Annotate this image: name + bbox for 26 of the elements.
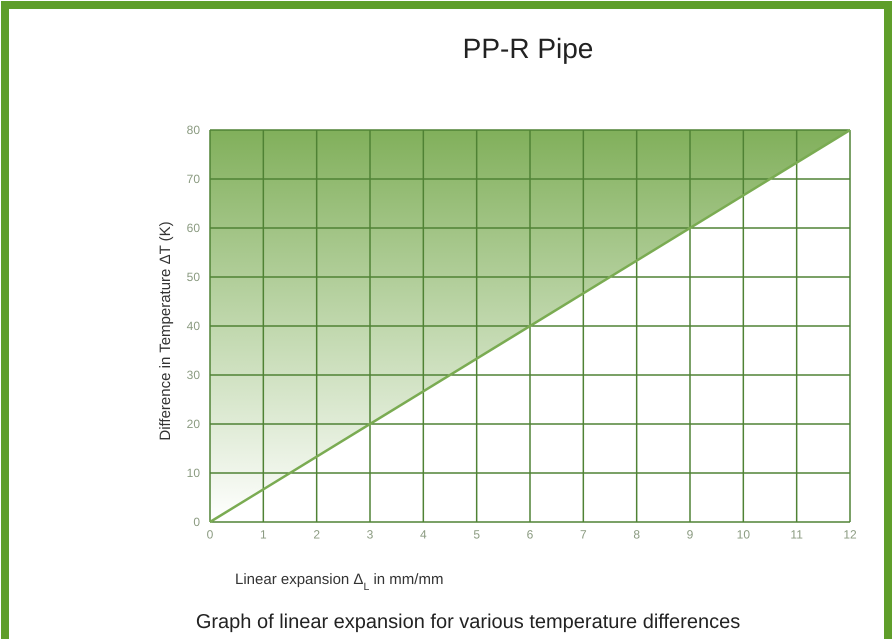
x-tick-label: 8 [633,528,640,542]
text: Graph of linear expansion for various temperature differences [196,611,740,633]
y-tick-label: 70 [186,172,200,186]
y-tick-label: 60 [186,220,200,235]
x-tick-label: 2 [313,528,320,542]
x-tick-label: 9 [686,528,694,542]
y-tick-label: 80 [186,122,200,137]
y-tick-label: 50 [186,270,200,284]
x-tick-label: 0 [206,528,214,542]
y-tick-label: 40 [186,318,200,333]
y-tick-label: 30 [186,368,200,382]
x-tick-label: 10 [736,528,750,542]
x-tick-label: 4 [420,528,427,542]
y-tick-label: 20 [186,416,200,431]
x-tick-label: 6 [526,528,534,542]
x-tick-label: 1 [260,528,267,542]
x-tick-label: 11 [790,528,804,542]
x-tick-label: 12 [843,528,857,542]
x-tick-label: 3 [366,528,374,542]
chart-title: PP-R Pipe [462,33,594,64]
x-tick-label: 5 [473,528,480,542]
y-axis-title: Difference in Temperature ΔT (K) [157,221,174,441]
y-tick-label: 10 [186,466,200,480]
x-tick-label: 7 [580,528,587,542]
x-axis-title: Linear expansion Δ$_{L}$ in mm/mm [235,571,444,593]
y-tick-label: 0 [193,514,200,529]
